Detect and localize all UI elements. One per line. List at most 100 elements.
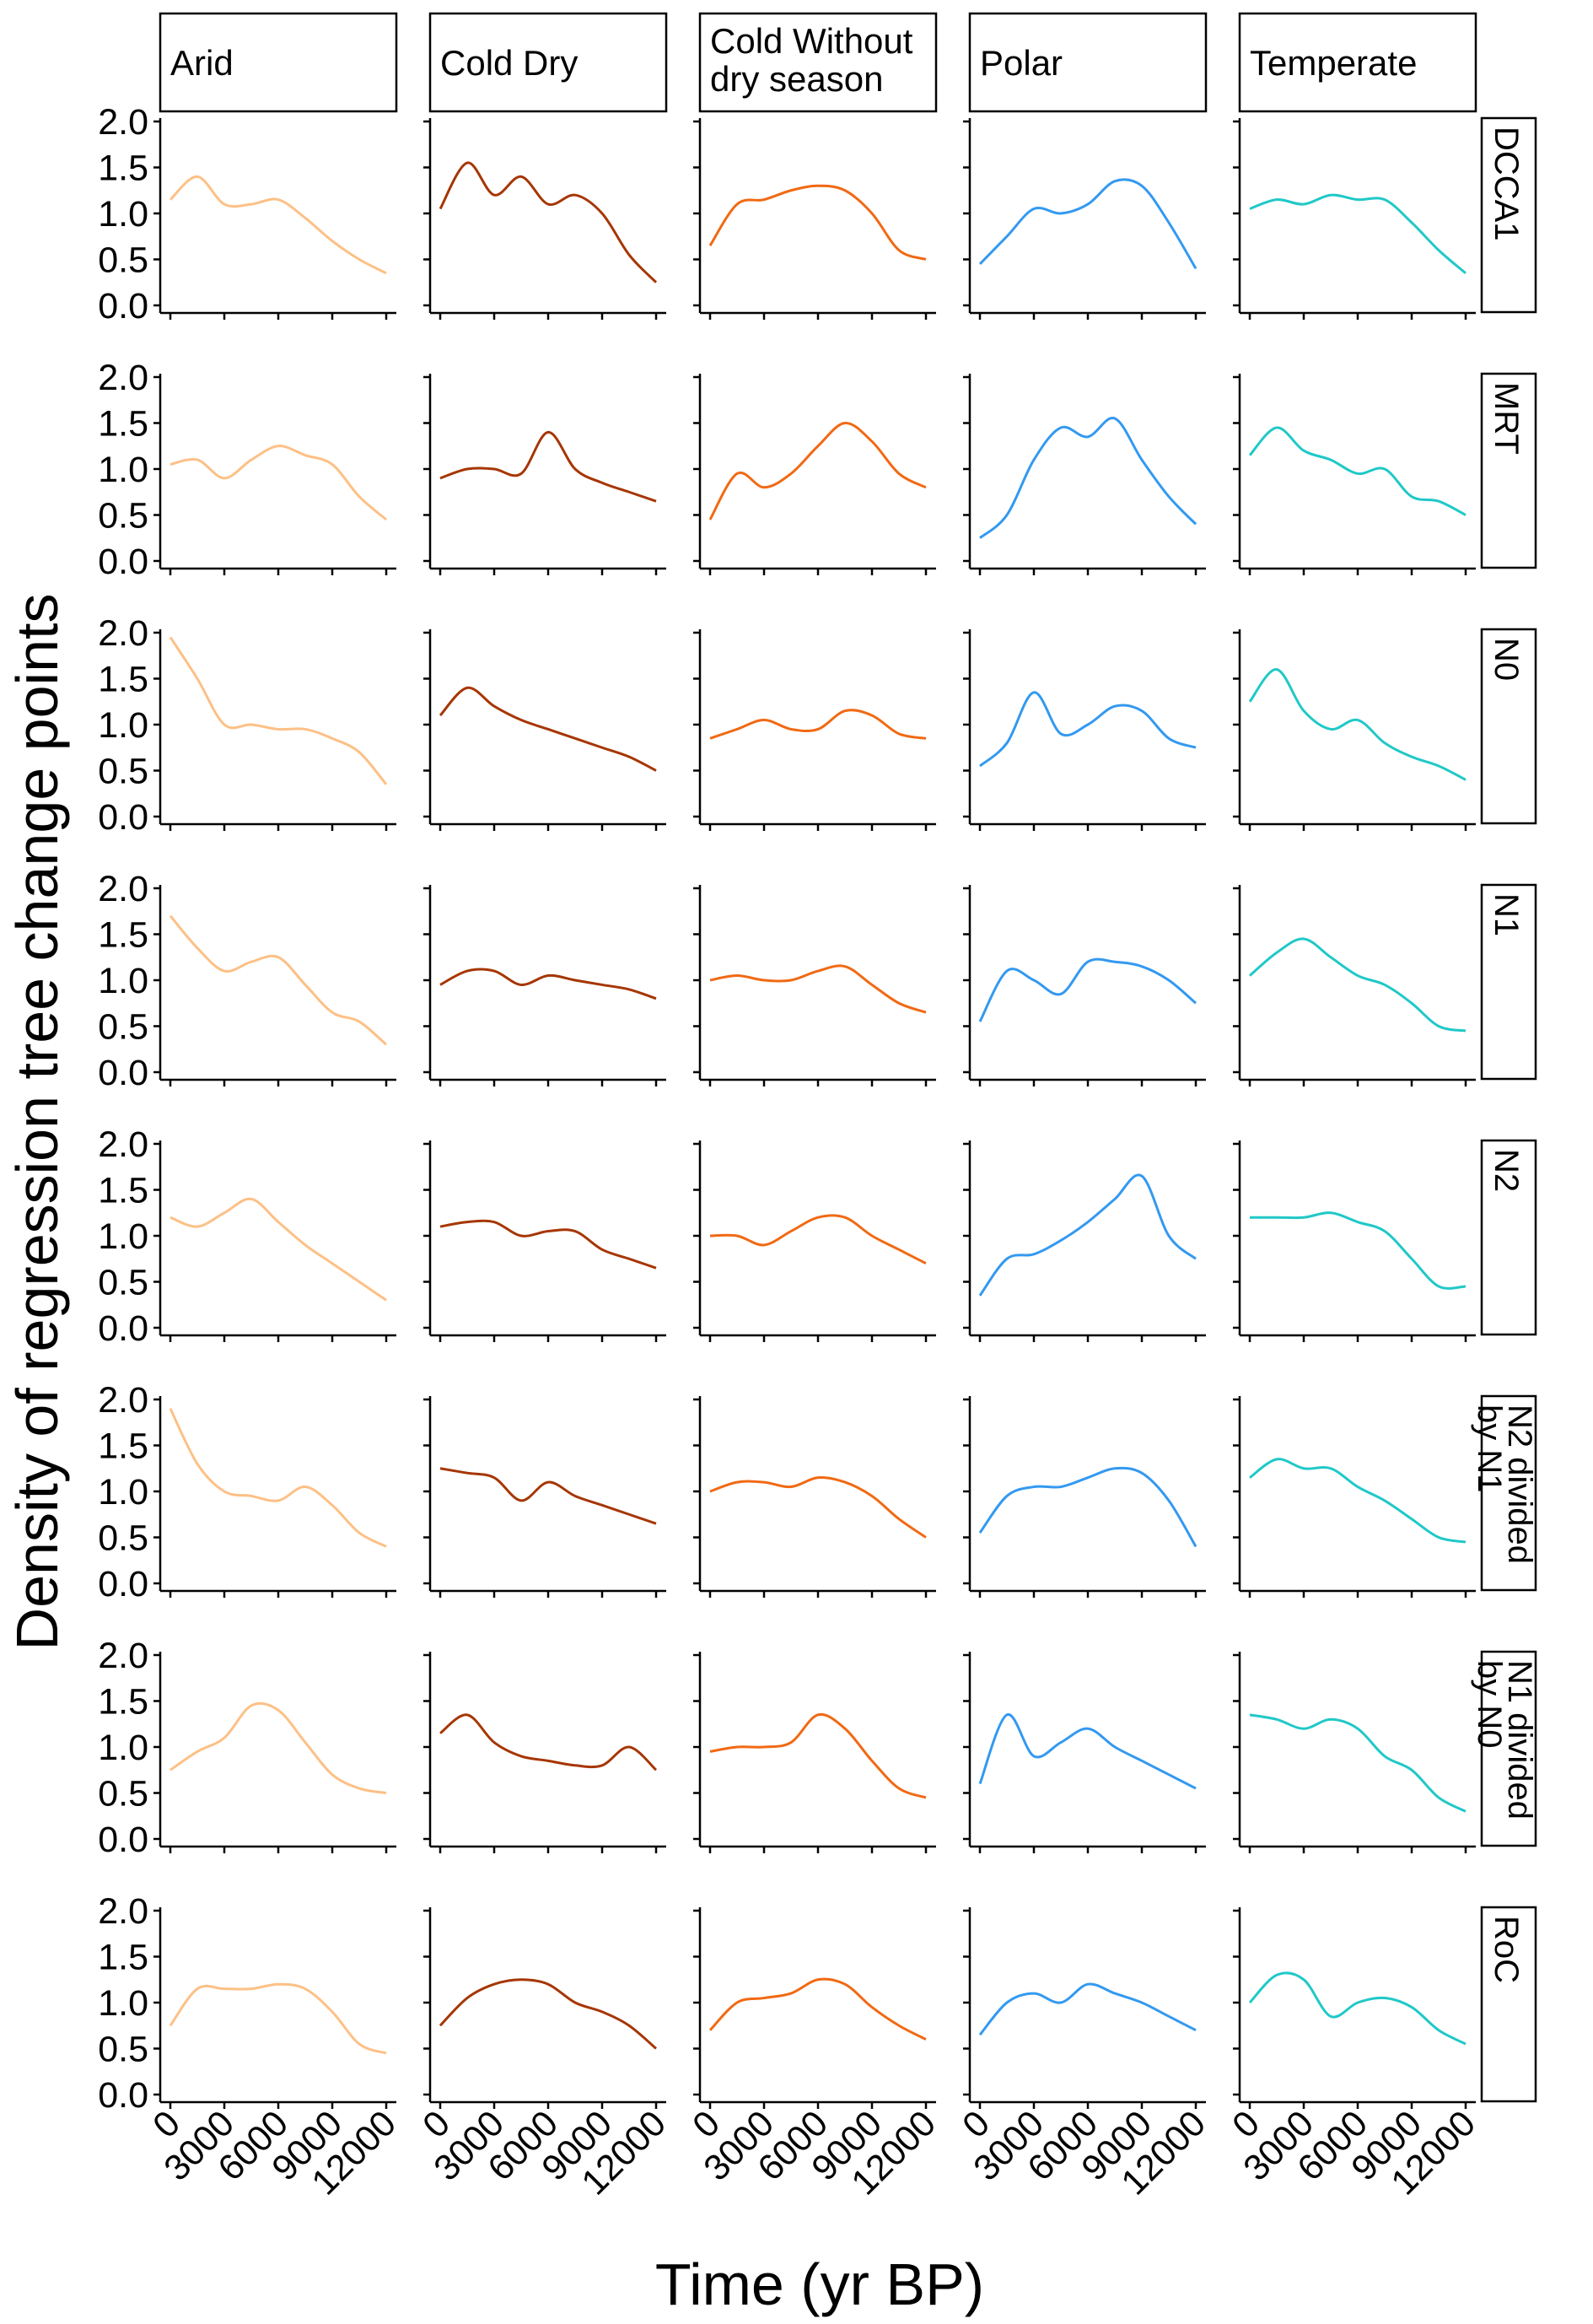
column-strip-box [968,12,1208,113]
row-strip-box [1480,883,1537,1081]
y-tick-label: 0.5 [98,1007,148,1048]
panel-r4-c4 [1233,1140,1476,1342]
density-curve [709,1214,927,1265]
panel-r2-c2 [693,629,936,831]
panel-r2-c4 [1233,629,1476,831]
panel-r3-c2 [693,885,936,1087]
density-curve [1249,193,1467,274]
panel-r3-c4 [1233,885,1476,1087]
y-tick-label: 0.0 [98,1564,148,1604]
panel-r6-c3 [963,1652,1206,1853]
column-strip-label: Polar [980,43,1063,83]
panel-r5-c4 [1233,1396,1476,1598]
row-strip-label: N0 [1488,638,1525,681]
density-curve [1249,1458,1467,1544]
y-tick-label: 1.0 [98,1728,148,1768]
density-curve [439,1978,657,2050]
row-strip-7: RoC [1480,1906,1537,2103]
density-curve [439,430,657,503]
y-tick-label: 1.0 [98,1983,148,2024]
y-tick-label: 0.5 [98,496,148,537]
y-tick-label: 0.0 [98,542,148,582]
panel-r4-c1 [423,1140,666,1342]
column-strip-label: dry season [710,59,883,99]
density-curve [978,1713,1197,1790]
density-curve [170,1197,387,1302]
y-tick-label: 1.5 [98,1426,148,1467]
row-strip-box [1480,116,1537,314]
y-tick-label: 1.0 [98,1216,148,1257]
panel-r0-c3 [963,118,1206,320]
density-curve [169,914,387,1046]
density-curve [1249,937,1467,1033]
y-tick-label: 1.5 [98,1938,148,1978]
panel-r2-c1 [423,629,666,831]
y-tick-label: 1.5 [98,148,148,189]
density-curve [978,178,1197,270]
y-tick-label: 2.0 [98,1124,148,1165]
y-tick-label: 2.0 [98,102,148,143]
row-strip-label: MRT [1488,382,1525,455]
panel-r7-c4 [1233,1907,1476,2109]
x-axis-title: Time (yr BP) [655,2251,984,2317]
density-curve [709,1712,927,1799]
density-curve [979,691,1197,768]
y-tick-label: 1.5 [98,660,148,700]
row-strip-box [1480,1394,1537,1592]
row-strip-label: by N1 [1471,1405,1508,1493]
row-strip-label: RoC [1488,1916,1525,1983]
density-curve [439,161,658,283]
column-strip-1: Cold Dry [428,12,668,113]
panel-r4-c3 [963,1140,1206,1342]
density-curve [978,1173,1197,1297]
y-tick-label: 0.5 [98,752,148,792]
y-axes: 0.0 0.5 1.0 1.5 2.0 0.0 0.5 1.0 1.5 2.0 0.0 0.5 1.0 1… [98,102,148,2116]
y-tick-label: 0.5 [98,2030,148,2070]
row-strip-label: N2 [1488,1149,1525,1192]
column-strip-4: Temperate [1238,12,1477,113]
row-strip-label: N2 divided [1501,1405,1538,1564]
panel-r5-c1 [423,1396,666,1598]
column-strip-label: Arid [170,43,234,83]
row-strip-0: DCCA1 [1480,116,1537,314]
panel-r6-c2 [693,1652,936,1853]
density-curve [709,1475,927,1539]
y-tick-label: 1.5 [98,404,148,445]
row-strip-box [1480,1906,1537,2103]
y-tick-label: 1.5 [98,1171,148,1211]
column-strip-box [159,12,398,113]
density-curve [169,175,387,275]
row-strip-2: N0 [1480,628,1537,825]
panel-r7-c1 [423,1907,666,2109]
y-tick-label: 2.0 [98,1891,148,1932]
density-curve [170,445,387,521]
row-strip-label: DCCA1 [1488,127,1525,241]
panel-r1-c0 [153,374,396,575]
density-curve [709,964,927,1014]
y-tick-label: 0.0 [98,1053,148,1093]
panel-r7-c3 [963,1907,1206,2109]
density-curve [978,1982,1197,2036]
panel-r3-c3 [963,885,1206,1087]
row-strip-label: by N0 [1471,1660,1508,1749]
y-tick-label: 0.0 [98,797,148,838]
row-strip-3: N1 [1480,883,1537,1081]
density-curve [978,957,1197,1022]
y-axis-title: Density of regression tree change points [4,594,70,1651]
density-curve [978,1466,1197,1548]
column-strip-label: Cold Dry [440,43,578,83]
density-curve [1250,1211,1467,1290]
column-strip-label: Temperate [1250,43,1417,83]
y-tick-label: 0.0 [98,1820,148,1860]
y-tick-label: 2.0 [98,869,148,909]
y-tick-label: 1.5 [98,915,148,956]
density-curve [708,1977,927,2041]
panel-r2-c0 [153,629,396,831]
density-curve [170,1701,387,1794]
panels [153,118,1476,2109]
